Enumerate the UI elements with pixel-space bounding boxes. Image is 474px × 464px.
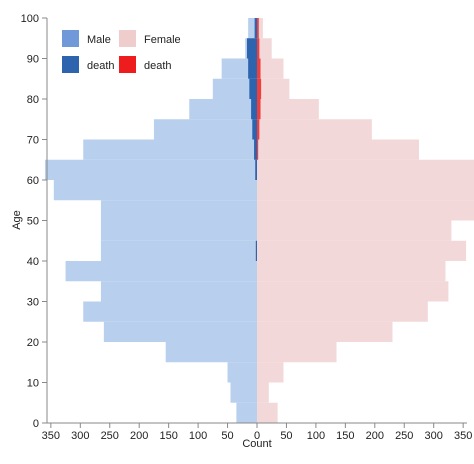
male-bar [230, 382, 257, 403]
male-death-bar [252, 119, 257, 140]
y-tick-label: 50 [27, 216, 39, 228]
female-bar [257, 342, 337, 363]
male-bar [227, 362, 257, 383]
x-tick-label: 150 [336, 430, 354, 442]
female-death-bar [257, 18, 259, 39]
legend-swatch-female-death [119, 56, 136, 73]
x-tick-label: 200 [130, 430, 148, 442]
legend-label-female: Female [144, 34, 181, 46]
legend-label-male-death: death [87, 60, 115, 72]
male-bars [44, 18, 258, 423]
x-tick-label: 100 [189, 430, 207, 442]
female-death-bar [257, 58, 261, 79]
female-death-bar [257, 119, 260, 140]
male-bar [189, 99, 257, 120]
male-death-bar [255, 240, 257, 261]
y-tick-label: 40 [27, 256, 39, 268]
y-tick-label: 30 [27, 297, 39, 309]
y-tick-label: 90 [27, 54, 39, 66]
female-bar [257, 78, 290, 99]
female-death-bars [257, 18, 262, 160]
male-bar [100, 281, 257, 302]
y-tick-label: 80 [27, 94, 39, 106]
male-death-bar [254, 18, 257, 39]
male-death-bar [249, 78, 257, 99]
x-tick-label: 0 [254, 430, 260, 442]
y-tick-label: 100 [21, 13, 39, 25]
female-bar [257, 240, 467, 261]
male-bar [83, 301, 257, 322]
x-tick-label: 250 [101, 430, 119, 442]
female-bar [257, 58, 284, 79]
x-tick-label: 150 [159, 430, 177, 442]
female-bar [257, 321, 393, 342]
female-bar [257, 382, 269, 403]
female-bar [257, 402, 278, 423]
male-death-bar [246, 38, 257, 59]
male-death-bar [248, 58, 257, 79]
male-bar [153, 119, 257, 140]
male-bar [53, 180, 257, 201]
female-bar [257, 99, 319, 120]
female-bar [257, 220, 452, 241]
female-bar [257, 281, 449, 302]
x-axis-ticks: 350 300 250 200 150 100 50 0 50 100 150 200 250 300 35… [42, 423, 472, 442]
y-tick-label: 0 [33, 418, 39, 430]
legend-swatch-male-death [62, 56, 79, 73]
male-bar [44, 159, 258, 180]
x-tick-label: 350 [454, 430, 472, 442]
legend-swatch-male [62, 30, 79, 47]
x-tick-label: 200 [366, 430, 384, 442]
female-death-bar [257, 38, 260, 59]
y-tick-label: 10 [27, 378, 39, 390]
legend-swatch-female [119, 30, 136, 47]
female-bar [257, 362, 284, 383]
female-bar [257, 139, 419, 160]
female-bar [257, 180, 474, 201]
y-axis-title: Age [11, 210, 23, 230]
y-tick-label: 20 [27, 337, 39, 349]
female-bar [257, 38, 272, 59]
male-bar [212, 78, 257, 99]
x-tick-label: 50 [280, 430, 292, 442]
male-bar [100, 200, 257, 221]
female-bar [257, 159, 474, 180]
y-tick-label: 70 [27, 135, 39, 147]
legend-label-female-death: death [144, 60, 172, 72]
male-bar [65, 261, 257, 282]
male-bar [83, 139, 257, 160]
female-bar [257, 301, 428, 322]
legend: Male Female death death [62, 30, 181, 73]
female-bar [257, 119, 372, 140]
legend-label-male: Male [87, 34, 111, 46]
male-death-bar [254, 139, 257, 160]
male-bar [100, 240, 257, 261]
female-death-bar [257, 139, 259, 160]
x-tick-label: 300 [425, 430, 443, 442]
x-tick-label: 250 [395, 430, 413, 442]
male-death-bar [251, 99, 257, 120]
female-bars [257, 18, 474, 423]
male-bar [100, 220, 257, 241]
x-tick-label: 50 [221, 430, 233, 442]
x-tick-label: 100 [307, 430, 325, 442]
x-axis-title: Count [242, 438, 271, 450]
male-bar [248, 18, 257, 39]
x-tick-label: 300 [71, 430, 89, 442]
female-bar [257, 200, 474, 221]
male-bar [103, 321, 257, 342]
x-tick-label: 350 [42, 430, 60, 442]
female-death-bar [257, 78, 262, 99]
male-bar [165, 342, 257, 363]
female-bar [257, 18, 263, 39]
male-bar [236, 402, 257, 423]
male-death-bars [246, 18, 257, 261]
female-death-bar [257, 99, 261, 120]
male-death-bar [255, 159, 257, 180]
female-bar [257, 261, 446, 282]
y-axis-ticks: 0 10 20 30 40 50 60 70 80 90 100 [21, 13, 47, 430]
y-tick-label: 60 [27, 175, 39, 187]
